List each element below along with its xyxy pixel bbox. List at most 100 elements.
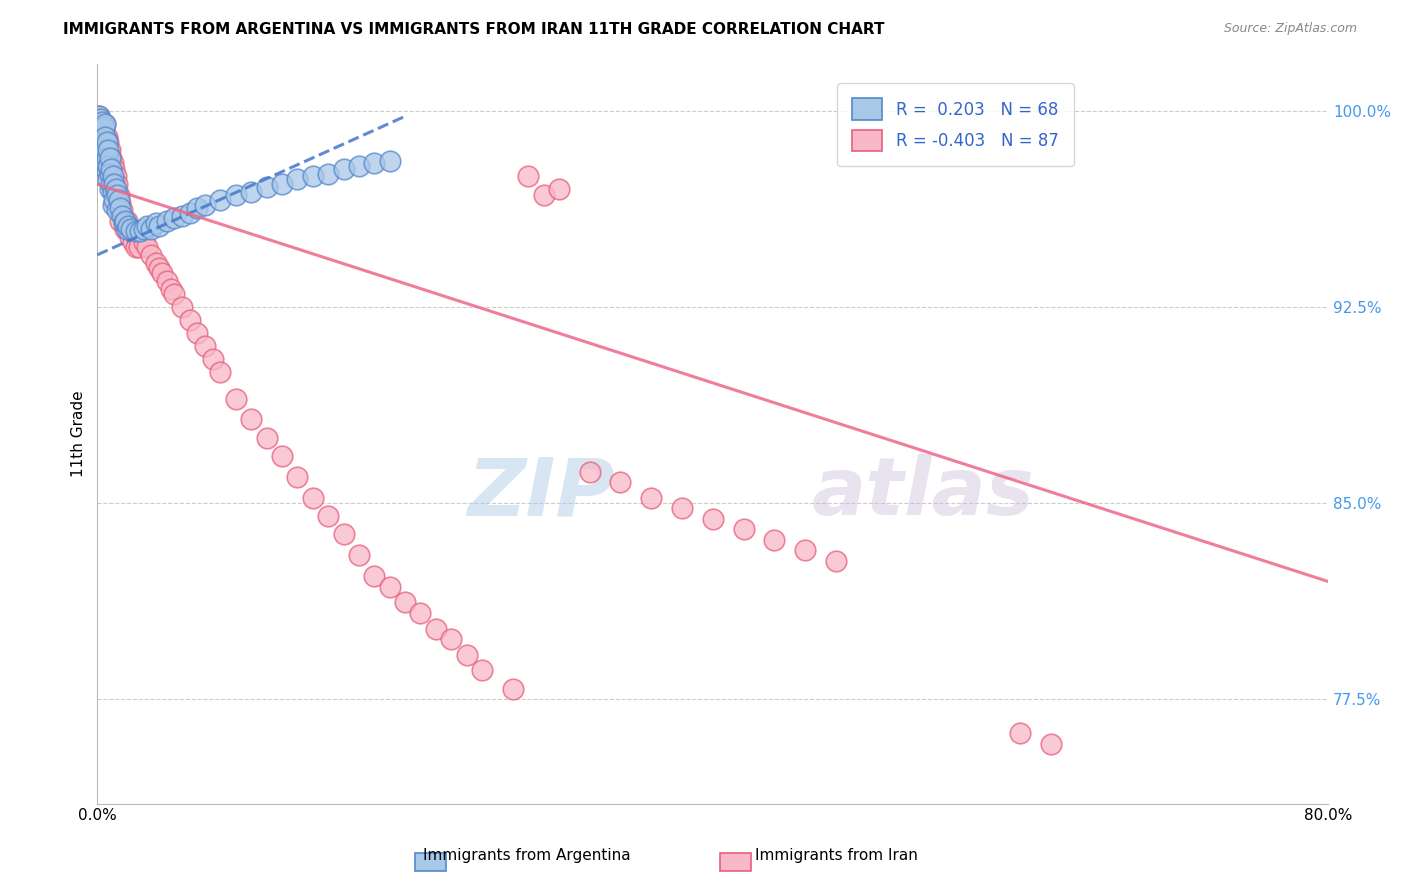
Point <box>471 664 494 678</box>
Point <box>148 260 170 275</box>
Point <box>394 595 416 609</box>
Text: Immigrants from Iran: Immigrants from Iran <box>755 848 918 863</box>
Point <box>97 143 120 157</box>
Legend: R =  0.203   N = 68, R = -0.403   N = 87: R = 0.203 N = 68, R = -0.403 N = 87 <box>838 84 1074 166</box>
Point <box>87 109 110 123</box>
Point <box>150 266 173 280</box>
Point <box>94 156 117 170</box>
Point <box>316 509 339 524</box>
Point <box>100 178 122 192</box>
Point <box>103 161 125 176</box>
Point <box>285 172 308 186</box>
Point <box>89 112 111 126</box>
Point <box>98 161 121 176</box>
Point <box>640 491 662 505</box>
Point <box>578 465 600 479</box>
Point <box>117 221 139 235</box>
Point <box>145 217 167 231</box>
Point <box>332 161 354 176</box>
Point <box>128 240 150 254</box>
Point <box>96 130 118 145</box>
Point <box>186 201 208 215</box>
Point <box>194 198 217 212</box>
Point <box>97 172 120 186</box>
Point <box>409 606 432 620</box>
Point <box>125 224 148 238</box>
Point <box>98 143 121 157</box>
Point <box>110 214 132 228</box>
Point <box>1010 726 1032 740</box>
Point <box>105 195 128 210</box>
Point <box>533 187 555 202</box>
Point <box>93 148 115 162</box>
Point <box>240 412 263 426</box>
Point <box>163 287 186 301</box>
Point <box>112 214 135 228</box>
Point <box>105 187 128 202</box>
Point <box>794 543 817 558</box>
Point <box>155 274 177 288</box>
Point <box>87 122 110 136</box>
Point <box>363 156 385 170</box>
Point <box>179 206 201 220</box>
Point <box>91 141 114 155</box>
Point <box>101 169 124 184</box>
Point <box>101 156 124 170</box>
Point <box>271 449 294 463</box>
Point <box>101 185 124 199</box>
Point <box>111 209 134 223</box>
Point <box>100 161 122 176</box>
Point <box>93 120 115 134</box>
Point <box>94 130 117 145</box>
Point <box>502 681 524 696</box>
Point <box>103 193 125 207</box>
Point <box>115 214 138 228</box>
Point <box>103 178 125 192</box>
Point <box>104 169 127 184</box>
Point <box>347 159 370 173</box>
Point <box>89 136 111 150</box>
Point <box>98 151 121 165</box>
Point <box>609 475 631 490</box>
Point <box>285 470 308 484</box>
Point <box>671 501 693 516</box>
Text: atlas: atlas <box>811 454 1033 532</box>
Point <box>98 182 121 196</box>
Point <box>97 151 120 165</box>
Point <box>94 117 117 131</box>
Point <box>120 221 142 235</box>
Point <box>87 122 110 136</box>
Point <box>702 512 724 526</box>
Point <box>733 522 755 536</box>
Point <box>87 109 110 123</box>
Point <box>209 366 232 380</box>
Point <box>114 214 136 228</box>
Point <box>517 169 540 184</box>
Point <box>378 580 401 594</box>
Point <box>110 201 132 215</box>
Point <box>108 187 131 202</box>
Point <box>115 221 138 235</box>
Point <box>301 491 323 505</box>
Point <box>240 185 263 199</box>
Point <box>110 195 132 210</box>
Point <box>155 214 177 228</box>
Point <box>101 178 124 192</box>
Point <box>132 235 155 249</box>
Point <box>145 255 167 269</box>
Point <box>91 114 114 128</box>
Y-axis label: 11th Grade: 11th Grade <box>72 391 86 477</box>
Text: ZIP: ZIP <box>467 454 614 532</box>
Point <box>225 187 247 202</box>
Text: Source: ZipAtlas.com: Source: ZipAtlas.com <box>1223 22 1357 36</box>
Point <box>201 352 224 367</box>
Point <box>98 167 121 181</box>
Point <box>93 136 115 150</box>
Point <box>94 136 117 150</box>
Point <box>91 128 114 142</box>
Point <box>91 130 114 145</box>
Point <box>93 122 115 136</box>
Point <box>121 235 143 249</box>
Point <box>1040 737 1063 751</box>
Point <box>163 211 186 226</box>
